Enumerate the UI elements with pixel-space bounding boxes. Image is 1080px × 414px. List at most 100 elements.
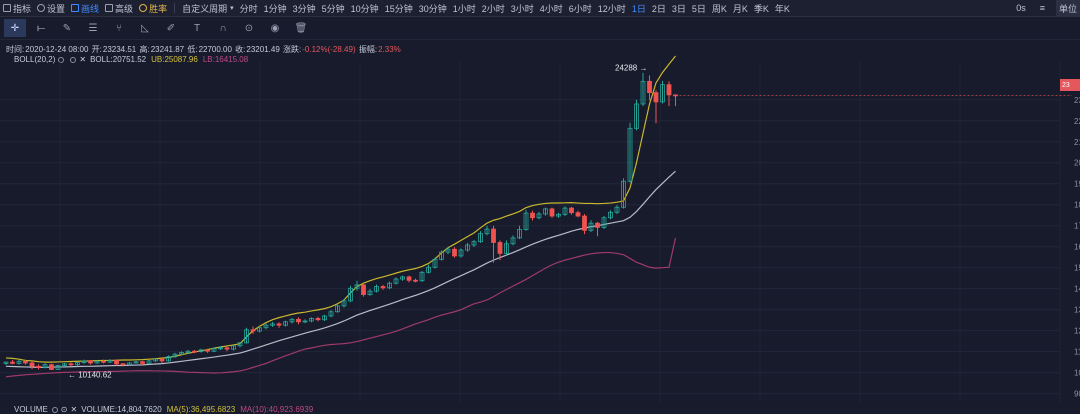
settings-button[interactable]: 设置: [34, 0, 68, 16]
candle-21: [140, 361, 145, 364]
y-tick-label-0: 90: [1074, 390, 1080, 399]
candle-31: [205, 349, 210, 352]
candle-79: [517, 229, 522, 239]
settings-icon[interactable]: [70, 56, 77, 63]
refresh-timer: 0s: [1016, 3, 1026, 13]
interval-tab-18[interactable]: 月K: [732, 3, 748, 14]
ohlc-info: 时间:2020-12-24 08:00 开:23234.51 高:23241.8…: [6, 45, 401, 54]
close-icon[interactable]: ✕: [79, 55, 87, 64]
interval-tab-13[interactable]: 1日: [631, 3, 646, 14]
boll-mid-value: BOLL:20751.52: [90, 55, 147, 64]
eye-icon[interactable]: [51, 406, 58, 413]
gear-icon: [37, 4, 46, 12]
toolbar-right: 0s ≡ 单位: [1013, 0, 1080, 16]
last-price-tag: 23: [1060, 79, 1080, 91]
candle-98: [640, 80, 646, 105]
candle-81: [530, 212, 535, 219]
interval-tab-8[interactable]: 2小时: [481, 3, 505, 14]
candle-69: [452, 248, 457, 257]
candle-57: [374, 286, 379, 292]
y-tick-label-5: 14: [1074, 285, 1080, 294]
lock-icon[interactable]: ⊙: [244, 22, 254, 34]
candle-27: [179, 352, 184, 355]
triangle-tool[interactable]: ◺: [141, 22, 149, 34]
menu-icon[interactable]: ≡: [1039, 3, 1045, 13]
custom-period-dropdown[interactable]: 自定义周期 ▾: [182, 3, 234, 14]
y-tick-label-1: 10: [1074, 369, 1080, 378]
interval-tab-0[interactable]: 分时: [239, 3, 258, 14]
boll-ub-line: [5, 55, 676, 363]
candle-56: [367, 290, 373, 295]
text-tool[interactable]: T: [193, 22, 201, 34]
interval-tab-2[interactable]: 3分钟: [292, 3, 316, 14]
y-tick-label-10: 19: [1074, 180, 1080, 189]
interval-tab-10[interactable]: 4小时: [539, 3, 563, 14]
drawing-button[interactable]: 画线: [68, 0, 102, 16]
boll-mid-line: [5, 170, 676, 368]
candle-2: [16, 360, 22, 364]
crosshair-tool[interactable]: ✛: [4, 19, 26, 37]
hot-button[interactable]: 胜率: [136, 0, 170, 16]
y-tick-label-4: 13: [1074, 306, 1080, 315]
candle-66: [432, 258, 438, 268]
candle-9: [62, 363, 67, 366]
open-value: 23234.51: [102, 45, 137, 54]
magnet-icon[interactable]: ∩: [219, 22, 227, 34]
eye-icon[interactable]: [58, 56, 65, 63]
interval-tab-5[interactable]: 15分钟: [384, 3, 413, 14]
candle-54: [354, 284, 360, 289]
candle-8: [55, 365, 61, 370]
interval-tab-16[interactable]: 5日: [691, 3, 706, 14]
interval-tab-4[interactable]: 10分钟: [350, 3, 379, 14]
eye-icon[interactable]: ◉: [270, 22, 280, 34]
candle-86: [562, 207, 568, 215]
time-value: 2020-12-24 08:00: [25, 45, 89, 54]
interval-tab-7[interactable]: 1小时: [452, 3, 476, 14]
close-icon[interactable]: ✕: [70, 405, 78, 414]
candle-36: [237, 342, 243, 347]
candle-73: [478, 233, 483, 243]
trash-icon[interactable]: 🗑: [294, 22, 308, 34]
candle-71: [465, 244, 470, 251]
candle-12: [81, 360, 87, 363]
interval-tab-15[interactable]: 3日: [671, 3, 686, 14]
annotation-max: 24288 →: [615, 64, 647, 73]
close-value: 23201.49: [246, 45, 280, 54]
candle-100: [653, 92, 659, 103]
candle-11: [75, 362, 80, 366]
y-tick-label-3: 12: [1074, 327, 1080, 336]
candle-63: [413, 279, 418, 282]
line-tool[interactable]: ⟝: [36, 22, 46, 34]
advanced-icon: [105, 4, 114, 12]
interval-tab-9[interactable]: 3小时: [510, 3, 534, 14]
interval-tab-19[interactable]: 季K: [753, 3, 769, 14]
interval-tab-20[interactable]: 年K: [774, 3, 790, 14]
fork-tool[interactable]: ⑂: [116, 22, 122, 34]
pen-tool[interactable]: ✎: [62, 22, 72, 34]
advanced-button[interactable]: 高级: [102, 0, 136, 16]
unit-button[interactable]: 单位: [1055, 0, 1080, 16]
interval-tab-12[interactable]: 12小时: [597, 3, 626, 14]
indicators-button[interactable]: 指标: [0, 0, 34, 16]
interval-tab-14[interactable]: 2日: [651, 3, 666, 14]
channel-tool[interactable]: ☰: [88, 22, 98, 34]
interval-tab-17[interactable]: 周K: [711, 3, 727, 14]
candle-84: [549, 208, 555, 217]
candle-65: [426, 266, 431, 273]
interval-tab-11[interactable]: 6小时: [568, 3, 592, 14]
candle-96: [627, 127, 633, 182]
candle-42: [276, 323, 282, 326]
ma5-value: MA(5):36,495.6823: [166, 405, 236, 414]
candle-89: [582, 215, 587, 231]
top-toolbar: 指标 设置 画线 高级 胜率 自定义周期 ▾ 分时 1分钟 3分钟 5分钟 10分钟 15分…: [0, 0, 1080, 17]
interval-tab-6[interactable]: 30分钟: [418, 3, 447, 14]
interval-tab-1[interactable]: 1分钟: [263, 3, 287, 14]
brush-tool[interactable]: ✐: [166, 22, 176, 34]
y-tick-label-11: 20: [1074, 159, 1080, 168]
settings-icon[interactable]: ⊙: [60, 405, 68, 414]
candle-15: [101, 360, 106, 363]
interval-tab-3[interactable]: 5分钟: [321, 3, 345, 14]
candle-17: [114, 360, 119, 365]
candle-77: [504, 243, 509, 254]
